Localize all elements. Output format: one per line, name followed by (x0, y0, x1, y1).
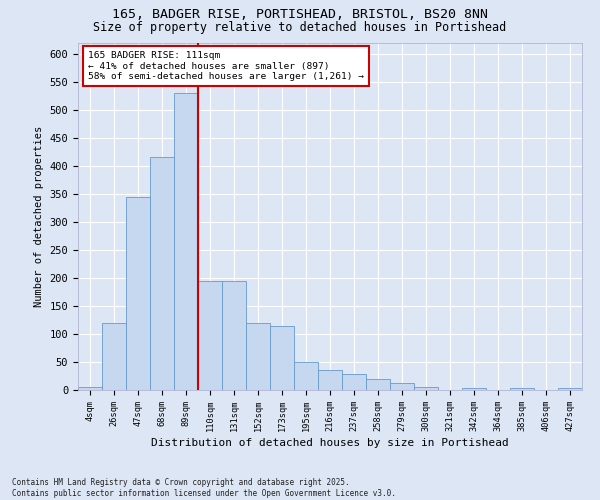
Text: 165 BADGER RISE: 111sqm
← 41% of detached houses are smaller (897)
58% of semi-d: 165 BADGER RISE: 111sqm ← 41% of detache… (88, 51, 364, 81)
Bar (294, 362, 318, 390)
Bar (126, 196, 150, 390)
Bar (318, 370, 342, 390)
Bar (414, 387, 438, 390)
Bar (462, 388, 486, 390)
Bar (270, 326, 294, 390)
Text: Contains HM Land Registry data © Crown copyright and database right 2025.
Contai: Contains HM Land Registry data © Crown c… (12, 478, 396, 498)
Bar (102, 322, 126, 390)
Bar (198, 280, 222, 390)
Bar (246, 322, 270, 390)
Text: Size of property relative to detached houses in Portishead: Size of property relative to detached ho… (94, 21, 506, 34)
Bar (366, 379, 390, 390)
Text: 165, BADGER RISE, PORTISHEAD, BRISTOL, BS20 8NN: 165, BADGER RISE, PORTISHEAD, BRISTOL, B… (112, 8, 488, 20)
Bar (390, 384, 414, 390)
Bar (222, 280, 246, 390)
Bar (558, 388, 582, 390)
Bar (510, 388, 534, 390)
X-axis label: Distribution of detached houses by size in Portishead: Distribution of detached houses by size … (151, 438, 509, 448)
Y-axis label: Number of detached properties: Number of detached properties (34, 126, 44, 307)
Bar (78, 387, 102, 390)
Bar (174, 93, 198, 390)
Bar (342, 374, 366, 390)
Bar (150, 158, 174, 390)
